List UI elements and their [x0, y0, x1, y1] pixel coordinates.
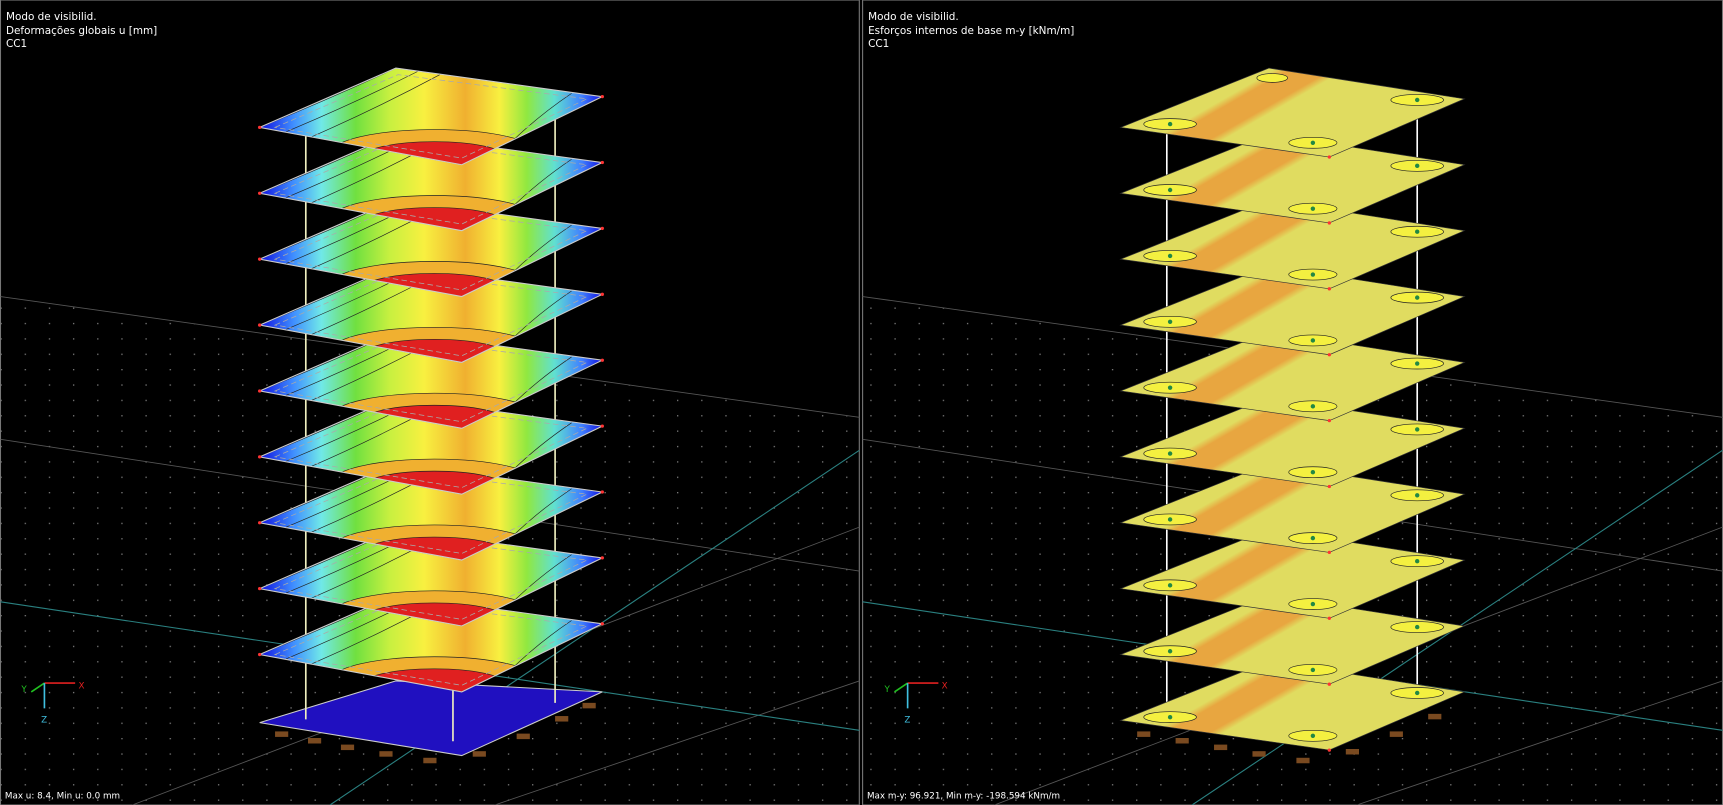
axis-triad: X Y Z [20, 682, 84, 726]
footer-range: Max m-y: 96.921, Min m-y: -198.594 kNm/m [867, 791, 1060, 801]
load-case: CC1 [868, 38, 889, 50]
axis-z: Z [41, 716, 47, 726]
viewport-right[interactable]: X Y Z Modo de visibilid. Esforços intern… [862, 0, 1723, 805]
mode-label: Modo de visibilid. [868, 11, 959, 23]
mode-label: Modo de visibilid. [6, 11, 97, 23]
axis-z: Z [904, 716, 910, 726]
footer-range: Max u: 8.4, Min u: 0.0 mm [5, 791, 120, 801]
axis-y: Y [20, 685, 27, 695]
axis-y: Y [884, 685, 891, 695]
load-case: CC1 [6, 38, 27, 50]
axis-triad: X Y Z [884, 682, 948, 726]
viewport-left[interactable]: X Y Z Modo de visibilid. Deformações glo… [0, 0, 860, 805]
axis-x: X [942, 682, 948, 692]
result-label: Deformações globais u [mm] [6, 25, 157, 37]
result-label: Esforços internos de base m-y [kNm/m] [868, 25, 1074, 37]
axis-x: X [78, 682, 84, 692]
